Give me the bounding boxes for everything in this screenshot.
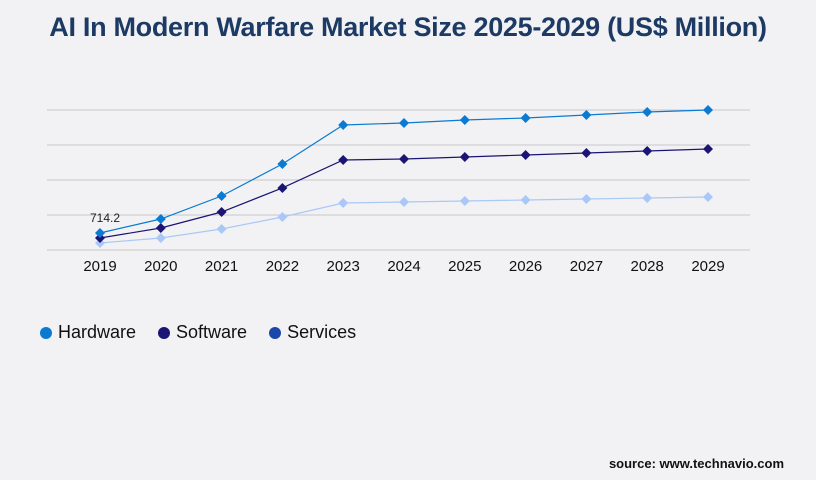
data-point-hardware (520, 112, 531, 123)
data-point-software (338, 154, 349, 165)
x-tick-label: 2023 (327, 258, 360, 275)
legend-marker-icon (269, 326, 282, 339)
chart-title: AI In Modern Warfare Market Size 2025-20… (49, 12, 767, 42)
data-point-services (642, 193, 653, 203)
data-point-services (703, 192, 713, 202)
source-text: source: www.technavio.com (608, 456, 784, 471)
legend-label: Services (287, 322, 357, 342)
x-tick-label: 2022 (266, 258, 299, 275)
x-tick-label: 2019 (83, 258, 116, 275)
data-point-hardware (216, 191, 227, 201)
data-point-software (399, 153, 409, 164)
line-chart: 2019 2020 2021 2022 2023 2024 2025 2026 2027 2028… (47, 105, 750, 275)
legend-marker-icon (158, 326, 171, 339)
legend-item-hardware: Hardware (40, 322, 136, 343)
data-point-software (520, 149, 531, 160)
data-point-services (459, 196, 470, 206)
data-point-hardware (277, 158, 288, 169)
data-point-software (155, 223, 166, 233)
data-label: 714.2 (90, 211, 120, 225)
data-point-services (155, 233, 166, 243)
data-point-services (338, 198, 349, 208)
data-point-software (703, 143, 713, 154)
data-point-software (277, 182, 288, 193)
data-point-hardware (338, 119, 349, 130)
data-point-services (581, 194, 592, 204)
data-point-hardware (581, 109, 592, 120)
data-point-software (642, 145, 653, 156)
x-tick-label: 2024 (387, 258, 420, 275)
data-point-hardware (459, 114, 470, 125)
legend-label: Hardware (58, 322, 137, 342)
legend: Hardware Software Services (40, 322, 356, 343)
data-point-hardware (155, 214, 166, 224)
x-tick-label: 2028 (631, 258, 664, 275)
data-point-hardware (703, 105, 713, 115)
x-tick-label: 2020 (144, 258, 177, 275)
data-point-services (277, 212, 288, 222)
x-tick-label: 2029 (691, 258, 724, 275)
data-point-software (459, 151, 470, 162)
data-point-services (520, 195, 531, 205)
data-point-hardware (399, 117, 409, 128)
data-point-services (216, 224, 227, 234)
x-tick-label: 2026 (509, 258, 542, 275)
data-point-software (95, 233, 105, 243)
data-point-software (581, 147, 592, 158)
data-point-hardware (95, 227, 105, 238)
legend-label: Software (176, 322, 248, 342)
x-tick-label: 2027 (570, 258, 603, 275)
data-point-services (399, 197, 409, 207)
x-tick-label: 2025 (448, 258, 481, 275)
legend-item-services: Services (269, 322, 356, 343)
data-point-hardware (642, 106, 653, 117)
data-point-software (216, 207, 227, 217)
legend-marker-icon (40, 326, 52, 339)
x-tick-label: 2021 (205, 258, 238, 275)
legend-item-software: Software (158, 322, 247, 343)
